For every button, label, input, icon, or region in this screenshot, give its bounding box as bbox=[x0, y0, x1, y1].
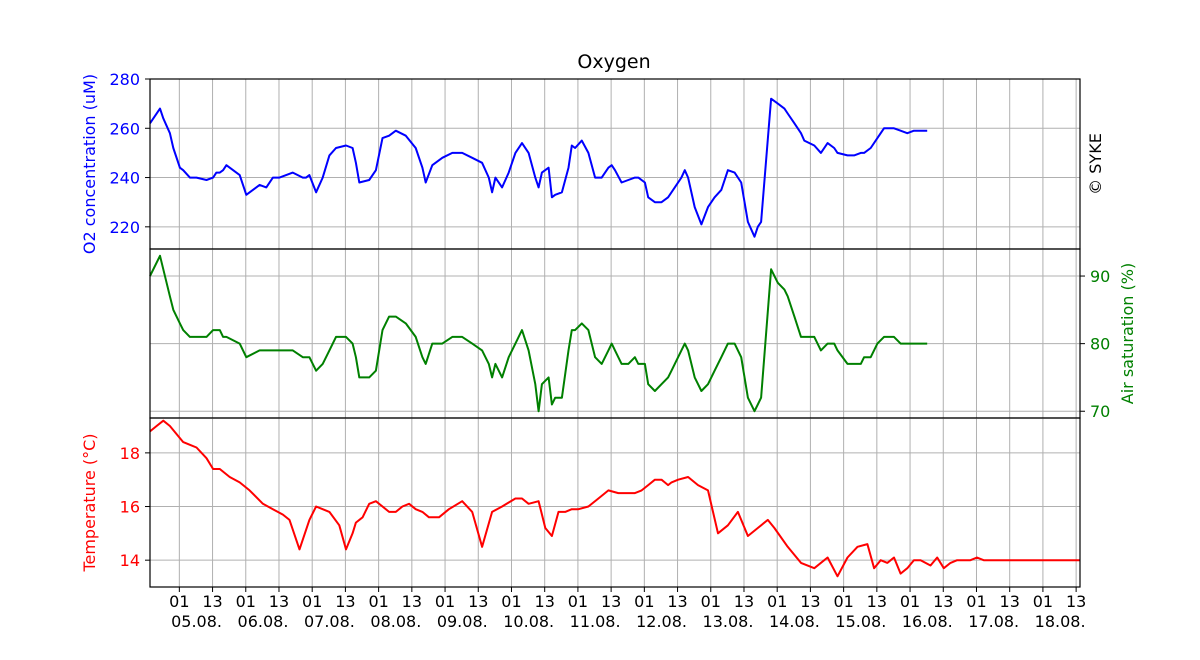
y-axis-label: Temperature (°C) bbox=[80, 433, 99, 572]
date-label: 13.08. bbox=[703, 612, 754, 631]
y-tick-label: 14 bbox=[120, 551, 140, 570]
series-line-1 bbox=[149, 97, 928, 238]
x-tick-label: 01 bbox=[833, 592, 853, 611]
x-tick-label: 13 bbox=[601, 592, 621, 611]
x-axis: 01 13 01 13 01 13 01 13 01 13 01 13 01 13 01 13 01 13 01 13… bbox=[169, 587, 1086, 631]
panels: 220 240 260 280 O2 concentration (uM) 70 80 90 A… bbox=[80, 70, 1137, 588]
x-tick-label: 01 bbox=[501, 592, 521, 611]
y-tick-label: 18 bbox=[120, 444, 140, 463]
date-label: 11.08. bbox=[570, 612, 621, 631]
y-tick-label: 260 bbox=[109, 119, 140, 138]
x-tick-label: 01 bbox=[701, 592, 721, 611]
y-tick-label: 16 bbox=[120, 498, 140, 517]
x-tick-label: 13 bbox=[933, 592, 953, 611]
date-label: 10.08. bbox=[503, 612, 554, 631]
panel-frame bbox=[149, 417, 1081, 588]
y-tick-label: 240 bbox=[109, 169, 140, 188]
x-tick-label: 01 bbox=[900, 592, 920, 611]
x-tick-label: 01 bbox=[767, 592, 787, 611]
x-tick-label: 01 bbox=[435, 592, 455, 611]
x-tick-label: 01 bbox=[236, 592, 256, 611]
x-tick-label: 13 bbox=[800, 592, 820, 611]
date-label: 16.08. bbox=[902, 612, 953, 631]
y-axis-label: O2 concentration (uM) bbox=[80, 74, 99, 254]
date-label: 14.08. bbox=[769, 612, 820, 631]
panel-1: 220 240 260 280 O2 concentration (uM) bbox=[80, 70, 1081, 254]
series-line-3 bbox=[149, 419, 1080, 578]
date-label: 15.08. bbox=[835, 612, 886, 631]
copyright-watermark: © SYKE bbox=[1086, 133, 1105, 195]
x-tick-label: 13 bbox=[1000, 592, 1020, 611]
y-axis-label: Air saturation (%) bbox=[1118, 263, 1137, 404]
date-label: 08.08. bbox=[370, 612, 421, 631]
series-line-2 bbox=[149, 254, 928, 413]
chart-title: Oxygen bbox=[577, 51, 650, 73]
panel-frame bbox=[149, 248, 1081, 419]
x-tick-label: 13 bbox=[734, 592, 754, 611]
x-tick-label: 01 bbox=[368, 592, 388, 611]
x-tick-label: 01 bbox=[568, 592, 588, 611]
date-label: 09.08. bbox=[437, 612, 488, 631]
panel-2: 70 80 90 Air saturation (%) bbox=[149, 248, 1137, 421]
y-tick-label: 220 bbox=[109, 218, 140, 237]
x-tick-label: 01 bbox=[634, 592, 654, 611]
x-tick-label: 01 bbox=[302, 592, 322, 611]
date-label: 12.08. bbox=[636, 612, 687, 631]
date-label: 07.08. bbox=[304, 612, 355, 631]
date-label: 18.08. bbox=[1035, 612, 1086, 631]
x-tick-label: 13 bbox=[202, 592, 222, 611]
x-tick-label: 13 bbox=[667, 592, 687, 611]
y-tick-label: 80 bbox=[1090, 335, 1110, 354]
x-tick-label: 13 bbox=[335, 592, 355, 611]
y-tick-label: 70 bbox=[1090, 402, 1110, 421]
panel-3: 14 16 18 Temperature (°C) bbox=[80, 417, 1081, 588]
x-tick-label: 01 bbox=[966, 592, 986, 611]
x-tick-label: 01 bbox=[169, 592, 189, 611]
date-label: 05.08. bbox=[171, 612, 222, 631]
date-label: 06.08. bbox=[238, 612, 289, 631]
x-tick-label: 13 bbox=[468, 592, 488, 611]
panel-frame bbox=[149, 78, 1081, 250]
date-label: 17.08. bbox=[968, 612, 1019, 631]
y-tick-label: 280 bbox=[109, 70, 140, 89]
x-tick-label: 01 bbox=[1033, 592, 1053, 611]
y-tick-label: 90 bbox=[1090, 267, 1110, 286]
x-tick-label: 13 bbox=[1066, 592, 1086, 611]
x-tick-label: 13 bbox=[269, 592, 289, 611]
x-tick-label: 13 bbox=[535, 592, 555, 611]
x-tick-label: 13 bbox=[402, 592, 422, 611]
x-tick-label: 13 bbox=[867, 592, 887, 611]
